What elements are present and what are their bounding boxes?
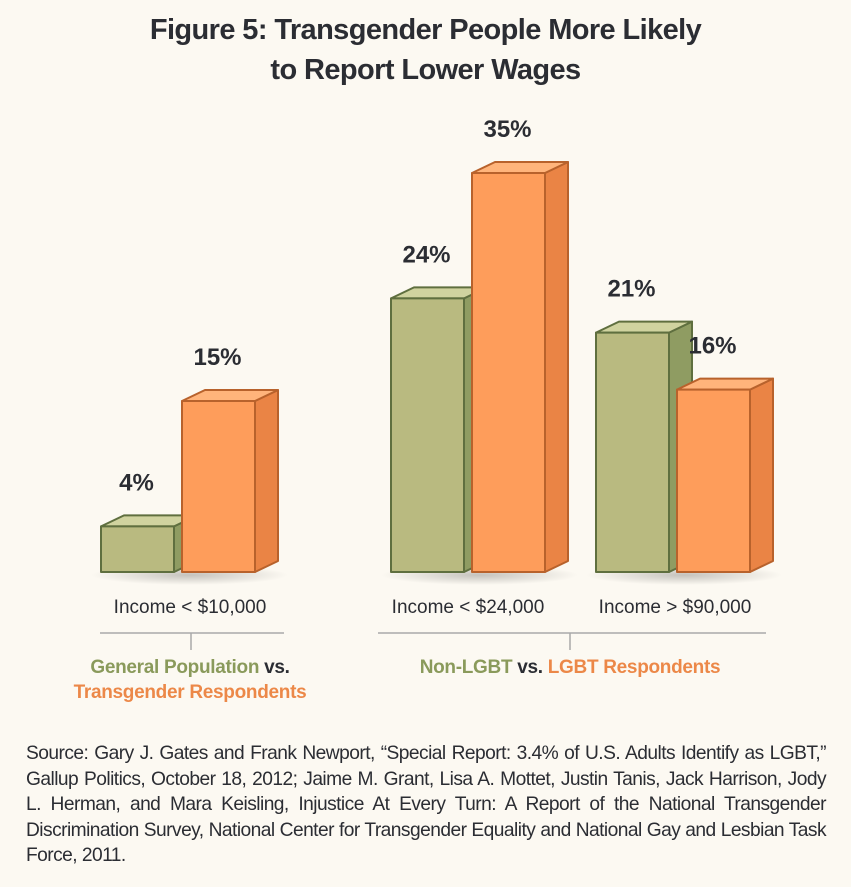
bar-front-face (676, 388, 751, 573)
value-label: 24% (402, 241, 450, 268)
group-brackets (100, 632, 766, 650)
bar-front-face (471, 172, 546, 573)
bar-front-face (595, 331, 670, 573)
bar-chart: 4% 15% 24% 35% 21% 16% Income < $10,000 Incom… (91, 116, 782, 650)
chart-title: Figure 5: Transgender People More Likely… (0, 10, 851, 90)
group-label-nonlgbt-vs-lgbt: Non-LGBT vs. LGBT Respondents (370, 655, 770, 680)
category-label-income-lt-10000: Income < $10,000 (114, 597, 267, 618)
source-citation: Source: Gary J. Gates and Frank Newport,… (26, 743, 827, 866)
group-label-green-part: Non-LGBT (419, 657, 513, 678)
group-label-vs: vs. (259, 657, 290, 678)
category-labels: Income < $10,000 Income < $24,000 Income… (114, 597, 752, 618)
group-label-vs: vs. (512, 657, 548, 678)
chart-title-line-1: Figure 5: Transgender People More Likely (149, 14, 702, 46)
category-label-income-gt-90000: Income > $90,000 (599, 597, 752, 618)
category-label-income-lt-24000: Income < $24,000 (392, 597, 545, 618)
bar-front-face (100, 525, 175, 573)
value-label: 21% (607, 276, 655, 303)
value-label: 15% (193, 344, 241, 371)
bars (100, 161, 774, 573)
bar-front-face (390, 297, 465, 573)
group-label-general-vs-transgender: General Population vs. Transgender Respo… (40, 655, 340, 705)
group-label-orange-part: Transgender Respondents (73, 682, 307, 703)
bar-side-face (749, 377, 774, 573)
value-label: 4% (119, 469, 154, 496)
bar-orange-35 (471, 161, 569, 573)
value-label: 16% (688, 333, 736, 360)
group-label-orange-part: LGBT Respondents (547, 657, 721, 678)
bar-front-face (181, 400, 256, 573)
bar-orange-16 (676, 377, 774, 573)
bar-side-face (544, 161, 569, 573)
bar-orange-15 (181, 389, 279, 573)
value-labels: 4% 15% 24% 35% 21% 16% (119, 116, 736, 496)
group-label-green-part: General Population (90, 657, 260, 678)
bar-side-face (254, 389, 279, 573)
chart-title-line-2: to Report Lower Wages (270, 54, 581, 86)
value-label: 35% (483, 116, 531, 143)
